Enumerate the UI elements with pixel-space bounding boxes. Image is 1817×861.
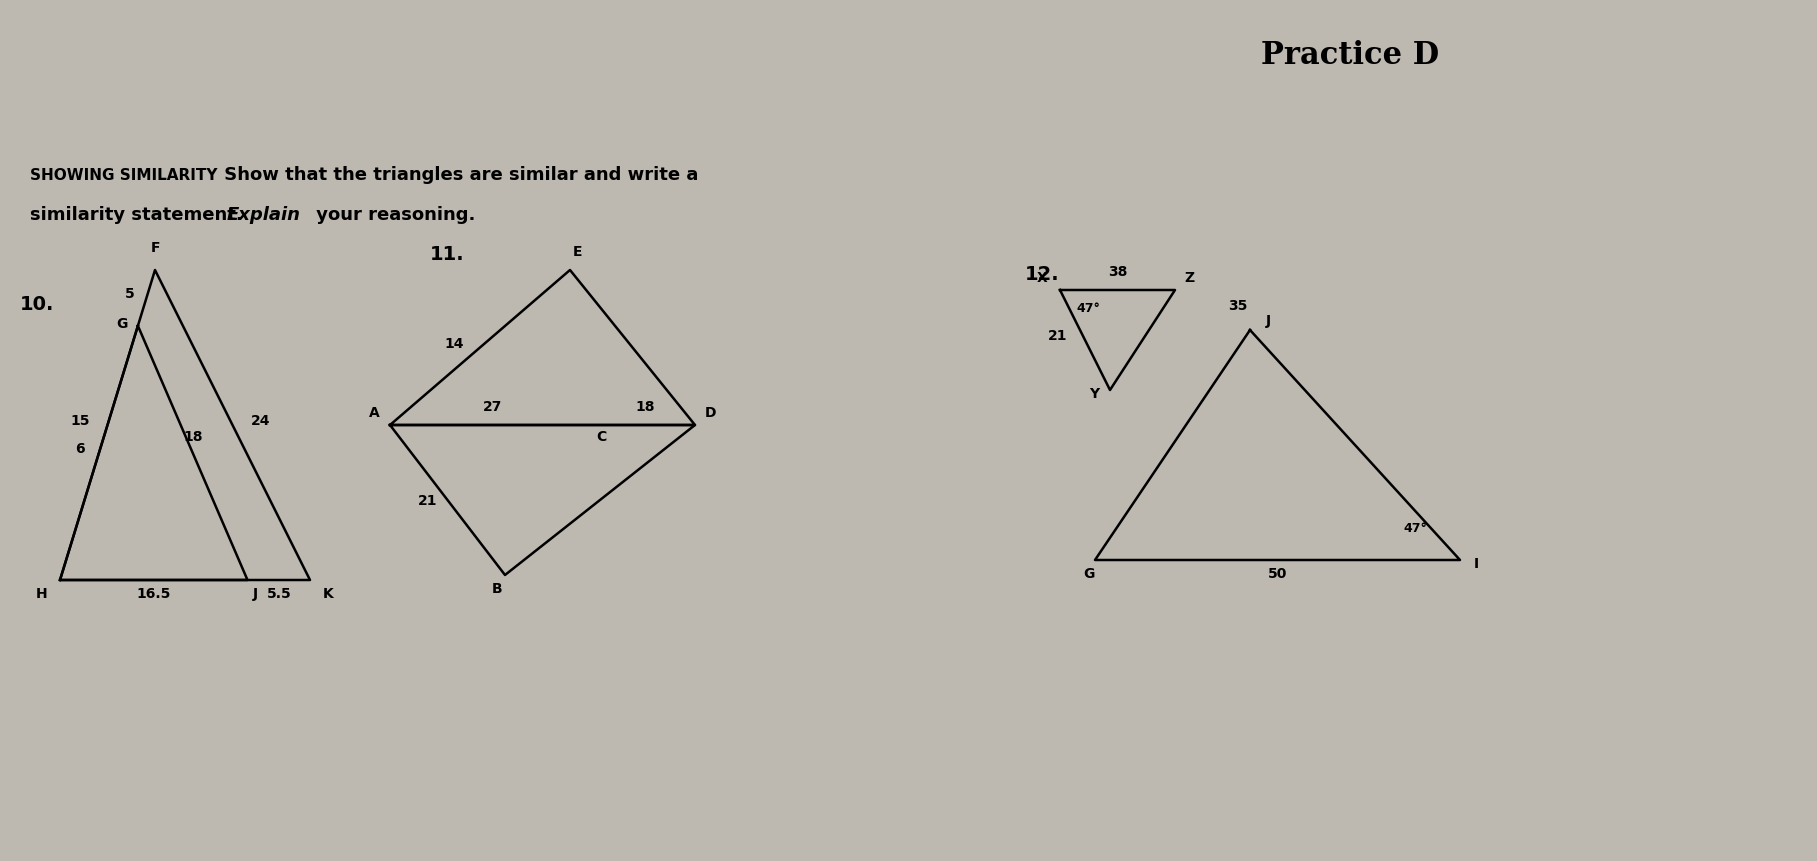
Text: 35: 35: [1228, 299, 1248, 313]
Text: B: B: [492, 582, 501, 596]
Text: 6: 6: [74, 442, 85, 456]
Text: G: G: [1083, 567, 1094, 581]
Text: 16.5: 16.5: [136, 587, 171, 601]
Text: 38: 38: [1108, 265, 1127, 279]
Text: 11.: 11.: [431, 245, 465, 264]
Text: J: J: [1265, 314, 1270, 328]
Text: H: H: [36, 587, 47, 601]
Text: 18: 18: [184, 430, 202, 444]
Text: X: X: [1038, 271, 1047, 285]
Text: 21: 21: [418, 494, 438, 508]
Text: Practice D: Practice D: [1261, 40, 1439, 71]
Text: 24: 24: [251, 414, 271, 428]
Text: 47°: 47°: [1403, 522, 1426, 535]
Text: I: I: [1474, 557, 1479, 571]
Text: Explain: Explain: [227, 206, 302, 224]
Text: E: E: [572, 245, 583, 259]
Text: C: C: [596, 430, 607, 444]
Text: K: K: [323, 587, 333, 601]
Text: Z: Z: [1185, 271, 1194, 285]
Text: 14: 14: [445, 337, 463, 350]
Text: F: F: [151, 241, 160, 255]
Text: 21: 21: [1047, 329, 1067, 343]
Text: A: A: [369, 406, 380, 420]
Text: Show that the triangles are similar and write a: Show that the triangles are similar and …: [218, 166, 698, 184]
Text: 12.: 12.: [1025, 265, 1059, 284]
Text: similarity statement.: similarity statement.: [31, 206, 249, 224]
Text: G: G: [116, 317, 127, 331]
Text: 47°: 47°: [1076, 302, 1099, 315]
Text: 5: 5: [125, 287, 134, 300]
Text: 10.: 10.: [20, 295, 55, 314]
Text: your reasoning.: your reasoning.: [311, 206, 476, 224]
Text: 50: 50: [1268, 567, 1286, 581]
Text: D: D: [705, 406, 716, 420]
Text: SHOWING SIMILARITY: SHOWING SIMILARITY: [31, 168, 218, 183]
Text: 5.5: 5.5: [267, 587, 291, 601]
Text: Y: Y: [1088, 387, 1099, 401]
Text: 18: 18: [636, 400, 654, 414]
Text: J: J: [253, 587, 258, 601]
Text: 15: 15: [71, 414, 89, 428]
Text: 27: 27: [483, 400, 501, 414]
